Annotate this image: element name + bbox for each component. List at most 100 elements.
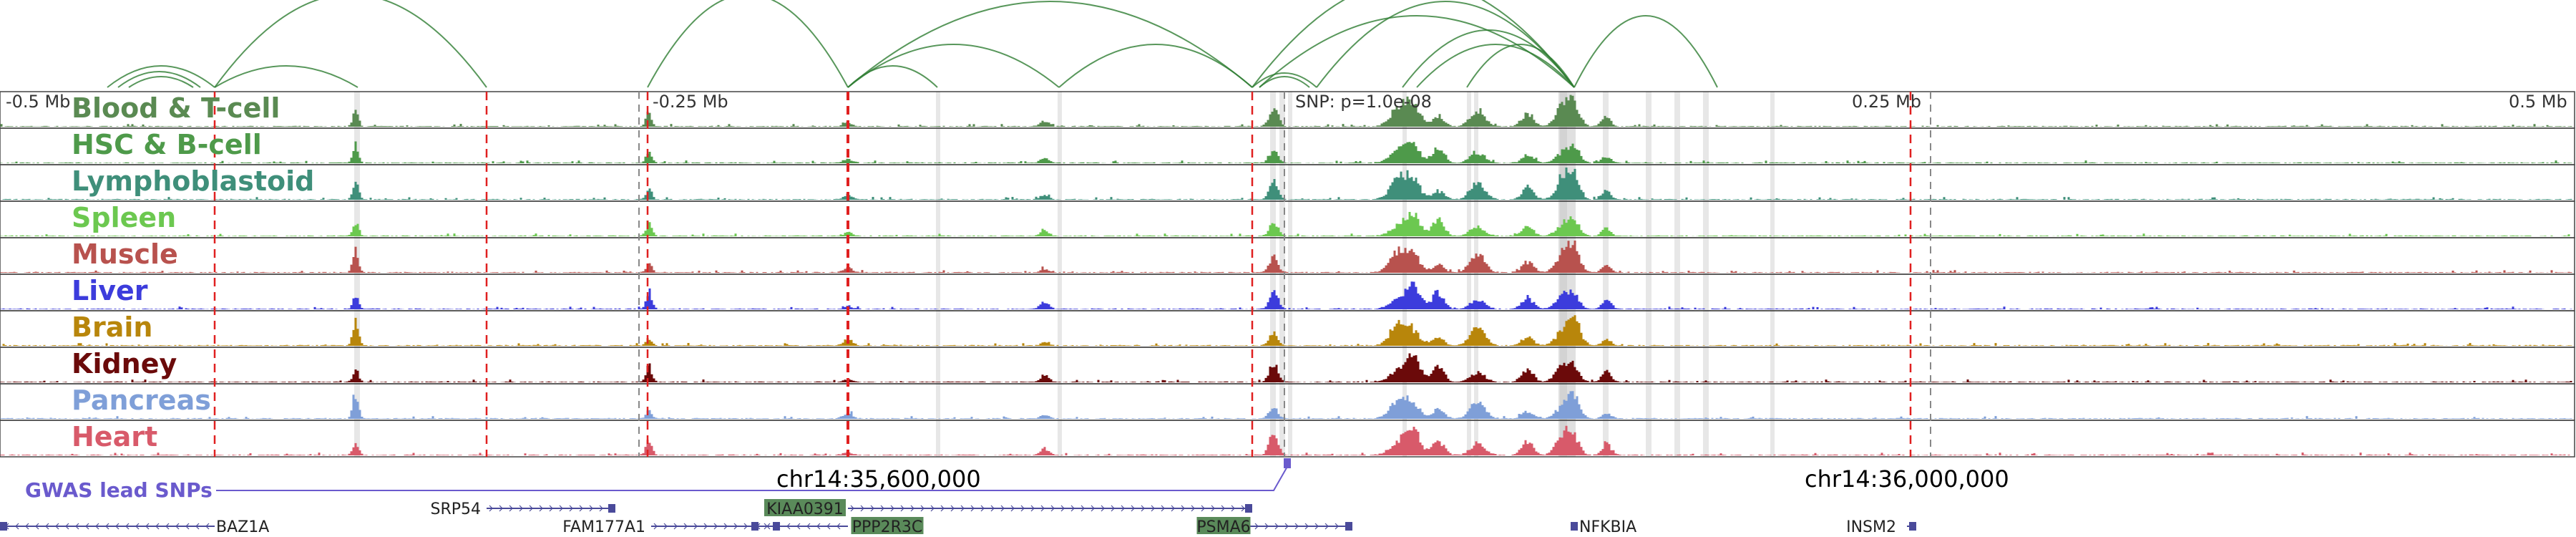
- track-frame: [0, 164, 2575, 202]
- strand-arrow: [115, 523, 119, 530]
- strand-arrow: [155, 523, 160, 530]
- strand-arrow: [35, 523, 39, 530]
- strand-arrow: [205, 523, 210, 530]
- signal-trace: [0, 212, 2570, 236]
- interaction-arc: [1416, 44, 1575, 88]
- strand-arrow: [930, 505, 935, 512]
- strand-arrow: [890, 505, 894, 512]
- axis-label-mid-left: -0.25 Mb: [653, 92, 728, 112]
- strand-arrow: [75, 523, 79, 530]
- signal-trace: [0, 281, 2572, 309]
- gene-label[interactable]: KIAA0391: [766, 500, 844, 518]
- strand-arrow: [920, 505, 924, 512]
- gwas-snp-marker[interactable]: [1284, 458, 1291, 468]
- coord-label-left: chr14:35,600,000: [776, 465, 981, 493]
- interaction-arc: [214, 65, 358, 88]
- interaction-arc: [1466, 44, 1575, 88]
- strand-arrow: [960, 505, 965, 512]
- strand-arrow: [950, 505, 955, 512]
- strand-arrow: [105, 523, 109, 530]
- red-dashed-markers: [213, 92, 1931, 457]
- strand-arrow: [766, 523, 771, 530]
- strand-arrow: [539, 505, 543, 512]
- gene-label[interactable]: BAZ1A: [216, 518, 269, 536]
- strand-arrow: [1231, 505, 1235, 512]
- strand-arrow: [95, 523, 99, 530]
- strand-arrow: [569, 505, 573, 512]
- gwas-section: GWAS lead SNPs: [25, 458, 1291, 502]
- signal-trace: [0, 425, 2570, 455]
- strand-arrow: [786, 523, 791, 530]
- strand-arrow: [1010, 505, 1015, 512]
- strand-arrow: [1284, 523, 1289, 530]
- strand-arrow: [1201, 505, 1205, 512]
- strand-arrow: [589, 505, 593, 512]
- track-frame: [0, 91, 2575, 129]
- signal-tracks: [0, 91, 2575, 458]
- strand-arrow: [599, 505, 603, 512]
- strand-arrow: [1221, 505, 1225, 512]
- track-frame: [0, 200, 2575, 238]
- signal-trace: [2, 315, 2572, 346]
- strand-arrow: [1211, 505, 1215, 512]
- axis-label-left: -0.5 Mb: [6, 92, 70, 112]
- interaction-arc: [647, 0, 849, 88]
- strand-arrow: [1161, 505, 1165, 512]
- exon-block: [608, 504, 615, 513]
- strand-arrow: [529, 505, 533, 512]
- gene-label-highlight: [764, 499, 846, 516]
- track-frame: [0, 420, 2575, 458]
- exon-block: [1245, 504, 1252, 513]
- strand-arrow: [195, 523, 200, 530]
- strand-arrow: [85, 523, 89, 530]
- strand-arrow: [1060, 505, 1065, 512]
- strand-arrow: [559, 505, 563, 512]
- strand-arrow: [1241, 505, 1245, 512]
- track-frame: [0, 274, 2575, 311]
- strand-arrow: [135, 523, 140, 530]
- strand-arrow: [673, 523, 678, 530]
- track-frame: [0, 237, 2575, 275]
- strand-arrow: [175, 523, 180, 530]
- signal-trace: [0, 241, 2572, 273]
- strand-arrow: [1274, 523, 1279, 530]
- strand-arrow: [683, 523, 688, 530]
- gene-label[interactable]: FAM177A1: [562, 518, 645, 536]
- strand-arrow: [1141, 505, 1145, 512]
- interaction-arc: [1252, 0, 1575, 88]
- interaction-arc: [1252, 72, 1317, 88]
- strand-arrow: [796, 523, 801, 530]
- strand-arrow: [125, 523, 130, 530]
- track-label: HSC & B-cell: [72, 129, 262, 160]
- strand-arrow: [65, 523, 69, 530]
- coord-label-right: chr14:36,000,000: [1805, 465, 2009, 493]
- gene-label[interactable]: PSMA6: [1196, 518, 1250, 536]
- interaction-arc: [214, 0, 487, 88]
- strand-arrow: [165, 523, 170, 530]
- track-labels: Blood & T-cell HSC & B-cell Lymphoblastoid…: [72, 92, 314, 453]
- strand-arrow: [826, 523, 831, 530]
- strand-arrow: [713, 523, 718, 530]
- gene-label[interactable]: NFKBIA: [1579, 518, 1636, 536]
- gene-label[interactable]: INSM2: [1846, 518, 1896, 536]
- strand-arrow: [860, 505, 864, 512]
- gene-label[interactable]: PPP2R3C: [852, 518, 922, 536]
- strand-arrow: [1121, 505, 1125, 512]
- strand-arrow: [910, 505, 914, 512]
- interaction-arc: [1574, 15, 1718, 88]
- interaction-arc: [1259, 76, 1310, 88]
- strand-arrow: [15, 523, 19, 530]
- strand-arrow: [1020, 505, 1025, 512]
- strand-arrow: [1181, 505, 1185, 512]
- interaction-arc: [117, 71, 201, 88]
- track-label: Pancreas: [72, 384, 211, 416]
- gene-label[interactable]: SRP54: [430, 500, 481, 518]
- signal-trace: [0, 141, 2572, 163]
- strand-arrow: [549, 505, 553, 512]
- strand-arrow: [519, 505, 523, 512]
- strand-arrow: [1171, 505, 1175, 512]
- strand-arrow: [663, 523, 668, 530]
- strand-arrow: [806, 523, 811, 530]
- strand-arrow: [1264, 523, 1269, 530]
- strand-arrow: [653, 523, 658, 530]
